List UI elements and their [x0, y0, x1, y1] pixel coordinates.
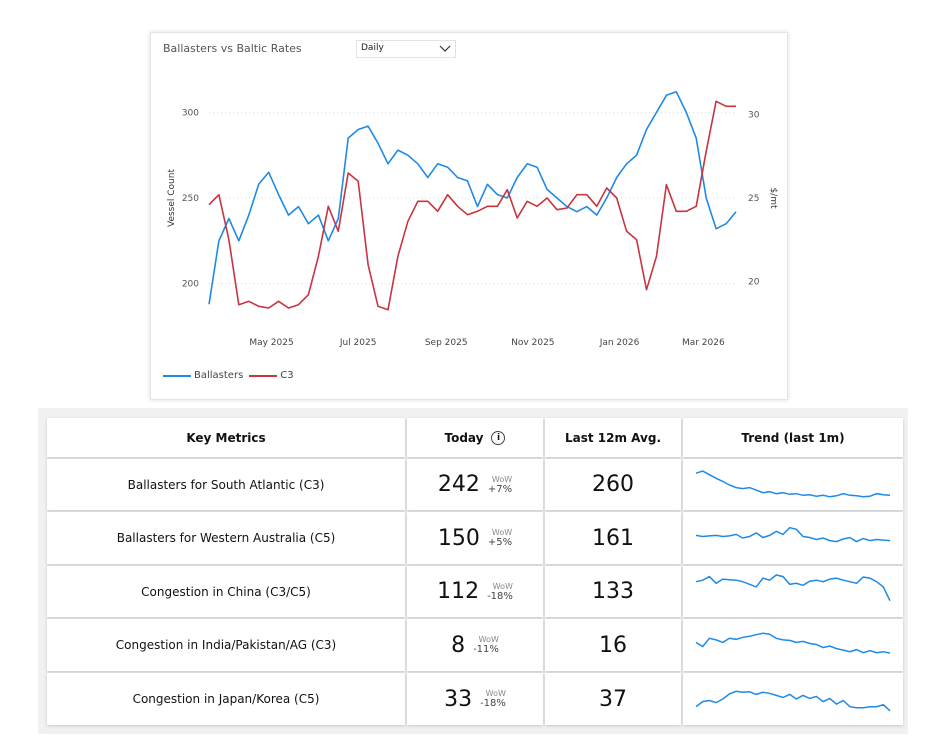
- trend-sparkline: [695, 690, 891, 712]
- trend-cell: [683, 566, 903, 617]
- wow-value: -18%: [480, 698, 506, 709]
- chevron-down-icon: [439, 45, 451, 52]
- metric-label: Congestion in India/Pakistan/AG (C3): [115, 638, 337, 652]
- legend-swatch-ballasters: [163, 374, 191, 377]
- today-value: 33: [444, 686, 473, 712]
- wow-value: +5%: [487, 537, 513, 548]
- chart-plot: 200 250 300 20 25 30 May 2025 Jul 2025 Sep 2025 N…: [167, 90, 778, 348]
- wow-change: WoW -11%: [473, 635, 499, 655]
- avg-value: 161: [592, 525, 634, 551]
- wow-label: WoW: [491, 474, 513, 484]
- chart-legend: Ballasters C3: [163, 370, 294, 381]
- wow-change: WoW -18%: [480, 689, 506, 709]
- sparkline-path: [695, 526, 891, 543]
- today-value: 112: [437, 579, 480, 604]
- today-cell: 242 WoW +7%: [407, 459, 543, 510]
- legend-label-ballasters: Ballasters: [194, 370, 244, 381]
- wow-label: WoW: [491, 528, 513, 537]
- x-tick-label: Sep 2025: [425, 338, 468, 348]
- legend-swatch-c3: [249, 374, 278, 377]
- series-line-c3: [208, 100, 736, 311]
- avg-value: 133: [592, 579, 634, 604]
- wow-value: -11%: [473, 644, 499, 655]
- header-trend: Trend (last 1m): [683, 418, 903, 457]
- trend-sparkline: [695, 573, 891, 601]
- wow-change: WoW +7%: [488, 475, 512, 495]
- trend-cell: [683, 512, 903, 564]
- table-row-label: Ballasters for South Atlantic (C3): [47, 459, 405, 510]
- header-today-label: Today: [444, 430, 484, 445]
- granularity-select-value: Daily: [361, 43, 384, 53]
- wow-label: WoW: [478, 635, 499, 644]
- info-icon[interactable]: i: [491, 430, 506, 445]
- avg-cell: 133: [545, 566, 681, 617]
- granularity-select[interactable]: Daily: [356, 40, 456, 58]
- chart-card: 200 250 300 20 25 30 May 2025 Jul 2025 Sep 2025 N…: [150, 32, 788, 400]
- y-tick-label: 200: [182, 280, 199, 290]
- header-today: Today i: [407, 418, 543, 457]
- sparkline-path: [695, 469, 891, 498]
- x-tick-label: Jan 2026: [599, 338, 640, 348]
- trend-sparkline: [695, 526, 891, 543]
- sparkline-path: [695, 573, 891, 601]
- y-tick-label: 250: [182, 194, 199, 204]
- today-value: 8: [451, 632, 466, 658]
- x-tick-label: Nov 2025: [511, 338, 554, 348]
- header-avg-label: Last 12m Avg.: [564, 430, 661, 445]
- avg-cell: 161: [545, 512, 681, 564]
- avg-cell: 260: [545, 459, 681, 510]
- table-row-label: Ballasters for Western Australia (C5): [47, 512, 405, 564]
- today-cell: 150 WoW +5%: [407, 512, 543, 564]
- avg-value: 260: [592, 472, 634, 497]
- today-cell: 8 WoW -11%: [407, 619, 543, 671]
- header-avg: Last 12m Avg.: [545, 418, 681, 457]
- table-row-label: Congestion in China (C3/C5): [47, 566, 405, 617]
- header-key-metrics: Key Metrics: [47, 418, 405, 457]
- avg-cell: 16: [545, 619, 681, 671]
- avg-value: 37: [599, 686, 627, 712]
- metric-label: Ballasters for Western Australia (C5): [116, 531, 336, 545]
- today-cell: 112 WoW -18%: [407, 566, 543, 617]
- trend-sparkline: [695, 469, 891, 498]
- metric-label: Ballasters for South Atlantic (C3): [127, 477, 325, 492]
- today-value: 242: [437, 472, 480, 497]
- table-row-label: Congestion in India/Pakistan/AG (C3): [47, 619, 405, 671]
- today-cell: 33 WoW -18%: [407, 673, 543, 725]
- y2-tick-label: 30: [748, 111, 760, 121]
- x-tick-label: Jul 2025: [339, 338, 377, 348]
- key-metrics-table: Key Metrics Today i Last 12m Avg. Trend …: [38, 408, 908, 734]
- series-line-ballasters: [208, 90, 737, 305]
- sparkline-path: [695, 690, 891, 712]
- legend-item-ballasters[interactable]: Ballasters: [163, 370, 243, 381]
- trend-cell: [683, 459, 903, 510]
- chart-title: Ballasters vs Baltic Rates: [163, 42, 302, 55]
- sparkline-path: [695, 632, 891, 654]
- y-axis-label: Vessel Count: [167, 169, 177, 227]
- y2-tick-label: 25: [748, 194, 759, 204]
- y-tick-label: 300: [182, 108, 199, 118]
- metric-label: Congestion in China (C3/C5): [141, 584, 311, 599]
- y2-tick-label: 20: [748, 277, 760, 287]
- wow-change: WoW +5%: [488, 528, 512, 548]
- table-row-label: Congestion in Japan/Korea (C5): [47, 673, 405, 725]
- y2-axis-label: $/mt: [768, 187, 778, 209]
- wow-change: WoW -18%: [487, 582, 513, 602]
- wow-value: -18%: [487, 590, 513, 602]
- legend-label-c3: C3: [280, 370, 294, 381]
- trend-cell: [683, 673, 903, 725]
- avg-value: 16: [599, 632, 627, 658]
- x-tick-label: Mar 2026: [682, 338, 725, 348]
- legend-item-c3[interactable]: C3: [249, 370, 294, 381]
- metric-label: Congestion in Japan/Korea (C5): [132, 692, 320, 706]
- header-key-metrics-label: Key Metrics: [186, 430, 266, 445]
- wow-value: +7%: [487, 483, 513, 495]
- header-trend-label: Trend (last 1m): [741, 430, 845, 445]
- wow-label: WoW: [485, 689, 506, 698]
- trend-sparkline: [695, 632, 891, 654]
- today-value: 150: [437, 525, 480, 551]
- wow-label: WoW: [492, 581, 513, 591]
- trend-cell: [683, 619, 903, 671]
- avg-cell: 37: [545, 673, 681, 725]
- x-tick-label: May 2025: [249, 338, 293, 348]
